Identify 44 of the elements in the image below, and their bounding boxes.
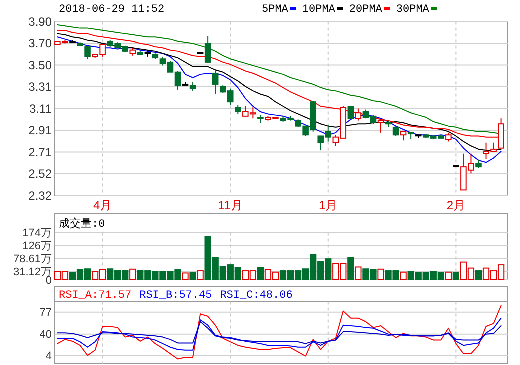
legend-label: 10PMA — [302, 4, 336, 16]
text: RSI_A:71.57 — [59, 290, 132, 302]
candlestick — [378, 119, 384, 134]
candlestick — [212, 68, 219, 95]
y-tick-label: 4 — [46, 350, 52, 363]
y-tick-label: 174万 — [22, 228, 52, 240]
line-series — [57, 305, 502, 360]
y-tick-label: 126万 — [22, 240, 52, 253]
y-tick-label: 3.90 — [28, 14, 52, 29]
bar — [475, 270, 482, 280]
legend-label: 30PMA — [396, 4, 430, 16]
candlestick — [204, 36, 212, 64]
bar — [348, 257, 354, 280]
y-tick-label: 3.50 — [28, 58, 52, 72]
x-tick-label: 4月 — [93, 198, 112, 213]
candlestick — [392, 126, 400, 137]
text: RSI_C:48.06 — [220, 290, 293, 302]
y-tick-label: 3.31 — [28, 80, 52, 94]
y-tick-label: 2.32 — [28, 188, 52, 203]
bar — [452, 272, 460, 280]
y-tick-label: 78.61万 — [13, 253, 52, 266]
x-tick-label: 2月 — [446, 198, 466, 213]
line-series — [57, 321, 502, 344]
legend-label: 5PMA — [262, 4, 289, 16]
x-tick-label: 11月 — [218, 198, 243, 213]
y-tick-label: 77 — [40, 307, 52, 320]
candlestick — [84, 45, 91, 60]
series-label: RSI_B:57.45 — [140, 290, 212, 302]
chart-title: 成交量:0 — [59, 217, 106, 231]
candlestick — [348, 106, 354, 120]
y-tick-label: 2.52 — [28, 167, 52, 182]
y-tick-label: 3.11 — [30, 102, 52, 116]
line-series — [57, 318, 502, 351]
bar — [257, 267, 264, 280]
y-tick-label: 40 — [40, 329, 52, 342]
y-tick-label: 2.71 — [28, 145, 52, 160]
chart-title: 2018-06-29 11:52 — [59, 4, 165, 16]
candlestick — [355, 108, 362, 122]
bar — [190, 272, 196, 280]
legend-label: 20PMA — [349, 4, 383, 16]
y-tick-label: 31.12万 — [13, 266, 52, 278]
y-tick-label: 3.70 — [28, 36, 52, 51]
x-tick-label: 1月 — [319, 198, 338, 213]
y-tick-label: 2.91 — [28, 124, 52, 138]
